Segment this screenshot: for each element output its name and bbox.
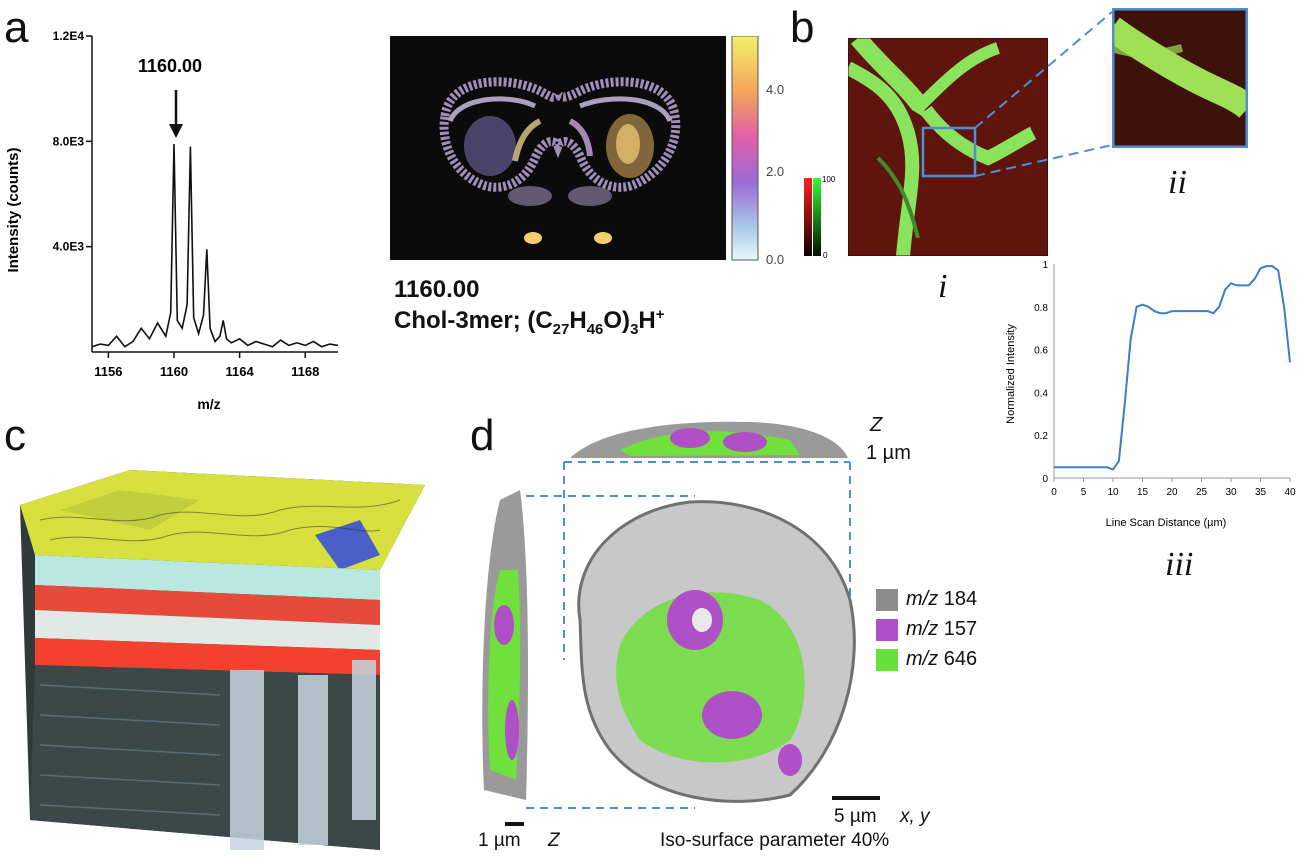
two-channel-scale-bar: 100 0 (804, 175, 836, 260)
y-tick-label: 0.4 (1034, 388, 1048, 399)
x-tick-label: 35 (1255, 487, 1267, 498)
scale-tick-100: 100 (822, 175, 836, 184)
y-tick-label: 0 (1042, 474, 1048, 485)
cell-3d-reconstruction (482, 421, 880, 826)
brain-ion-image (390, 36, 726, 260)
intensity-colorbar: 4.0 2.0 0.0 (731, 36, 784, 264)
line-scan-trace (1054, 265, 1291, 471)
ion-formula-label: Chol-3mer; (C27H46O)3H+ (394, 306, 665, 338)
line-scan-ylabel: Normalized Intensity (1005, 324, 1017, 424)
x-tick-label: 10 (1107, 487, 1119, 498)
panel-letter-c: c (4, 411, 26, 460)
label-i: i (938, 268, 948, 305)
spectrum-peak-label: 1160.00 (138, 56, 202, 76)
label-ii: ii (1168, 164, 1187, 201)
line-scan-ticks: 0 5 10 15 20 25 30 35 40 0 0.2 0.4 0.6 0.8 1 (1034, 260, 1296, 498)
legend-swatch-646 (876, 648, 898, 671)
peak-arrow (169, 90, 183, 138)
x-tick-label: 1160 (160, 364, 188, 379)
fluorescence-image-i (848, 38, 1048, 256)
fluorescence-zoom-ii (1112, 8, 1248, 148)
legend-swatch-184 (876, 588, 898, 611)
z-side-scale-label: 1 µm (478, 830, 521, 851)
x-tick-label: 30 (1225, 487, 1237, 498)
x-tick-label: 20 (1166, 487, 1178, 498)
spectrum-ticks: 1156 1160 1164 1168 4.0E3 8.0E3 1.2E4 (53, 29, 320, 379)
x-tick-label: 15 (1137, 487, 1149, 498)
legend-row-184: m/z 184 (876, 584, 977, 614)
y-tick-label: 4.0E3 (53, 240, 85, 254)
x-tick-label: 1168 (291, 364, 319, 379)
x-tick-label: 1156 (94, 364, 122, 379)
iso-surface-label: Iso-surface parameter 40% (660, 830, 890, 851)
y-tick-label: 0.8 (1034, 303, 1048, 314)
y-tick-label: 1.2E4 (53, 29, 85, 43)
panel-letter-a: a (4, 3, 29, 52)
legend-row-157: m/z 157 (876, 614, 977, 644)
layered-3d-cube (20, 470, 425, 850)
line-scan-xlabel: Line Scan Distance (µm) (1106, 517, 1227, 529)
x-tick-label: 5 (1081, 487, 1087, 498)
spectrum-xlabel: m/z (197, 396, 220, 412)
spectrum-line (91, 143, 339, 348)
x-tick-label: 40 (1284, 487, 1296, 498)
line-scan-line (1054, 265, 1291, 471)
legend-swatch-157 (876, 618, 898, 641)
y-tick-label: 8.0E3 (53, 134, 85, 148)
panel-letter-d: d (470, 411, 495, 460)
y-tick-label: 0.6 (1034, 346, 1048, 357)
label-iii: iii (1165, 546, 1194, 583)
z-side-axis-label: Z (548, 830, 560, 851)
xy-axis-label: x, y (900, 806, 930, 827)
colorbar-tick-0: 0.0 (766, 252, 784, 264)
mz-legend: m/z 184 m/z 157 m/z 646 (876, 584, 977, 674)
colorbar-tick-4: 4.0 (766, 82, 784, 97)
z-label-top: Z (870, 414, 883, 436)
y-tick-label: 1 (1042, 260, 1048, 271)
z-scale-top: 1 µm (866, 442, 911, 464)
line-scan-axes (1053, 264, 1290, 479)
x-tick-label: 0 (1051, 487, 1057, 498)
spectrum-axes (91, 36, 338, 353)
line-scan-chart: 0 5 10 15 20 25 30 35 40 0 0.2 0.4 0.6 0.8 1 Normalize… (1005, 260, 1296, 529)
y-tick-label: 0.2 (1034, 431, 1048, 442)
xy-scale-label: 5 µm (834, 806, 877, 827)
x-tick-label: 25 (1196, 487, 1208, 498)
spectrum-trace (91, 143, 339, 348)
x-tick-label: 1164 (225, 364, 254, 379)
ion-mz-label: 1160.00 (394, 276, 480, 303)
spectrum-ylabel: Intensity (counts) (5, 147, 22, 272)
colorbar-tick-2: 2.0 (766, 164, 784, 179)
zoom-connector-lines (974, 11, 1113, 177)
panel-letter-b: b (790, 3, 815, 52)
legend-row-646: m/z 646 (876, 644, 977, 674)
scale-tick-0: 0 (823, 251, 828, 260)
